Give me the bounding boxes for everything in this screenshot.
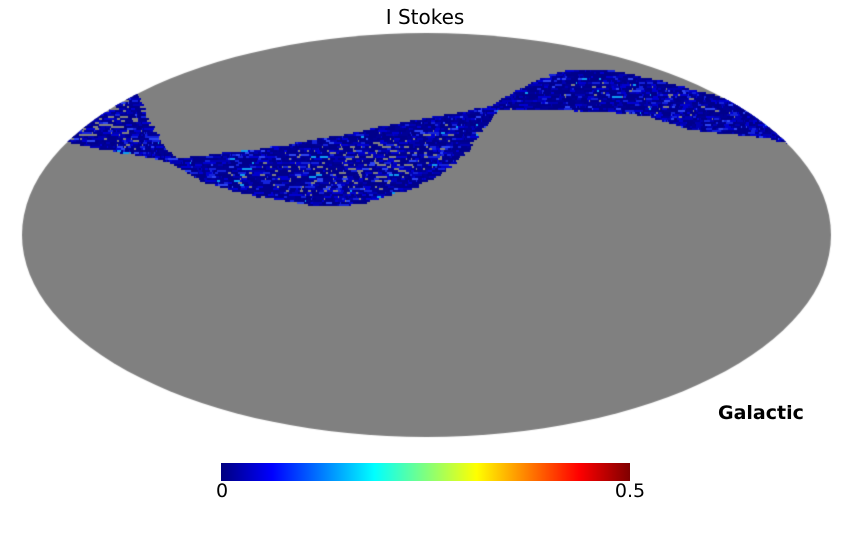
colorbar-min-label: 0 — [215, 480, 229, 502]
colorbar-gradient — [221, 463, 630, 481]
colorbar-max-label: 0.5 — [614, 480, 646, 502]
colorbar — [221, 463, 630, 481]
coordinate-system-label: Galactic — [718, 402, 804, 424]
map-title: I Stokes — [385, 5, 465, 29]
